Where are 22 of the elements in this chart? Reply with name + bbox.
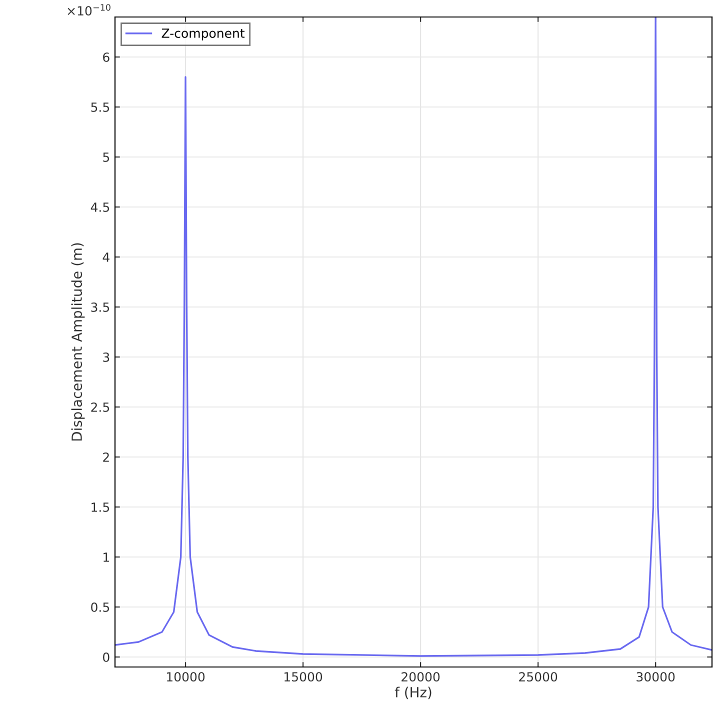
y-tick-label: 3.5	[91, 302, 110, 312]
y-tick-label: 0.5	[91, 602, 110, 612]
y-tick-label: 2	[103, 452, 109, 462]
x-tick-label: 10000	[167, 672, 205, 682]
y-tick-label: 6	[103, 52, 110, 62]
x-tick-label: 15000	[284, 672, 322, 682]
x-tick-label: 30000	[636, 672, 675, 682]
y-tick-label: 5	[103, 152, 110, 162]
y-tick-label: 1.5	[92, 502, 110, 512]
x-axis-title: f (Hz)	[394, 686, 432, 700]
y-tick-label: 4.5	[90, 202, 110, 212]
x-tick-label: 20000	[402, 672, 440, 682]
y-axis-title: Displacement Amplitude (m)	[71, 243, 85, 441]
y-tick-label: 2.5	[91, 402, 110, 412]
y-tick-label: 3	[103, 352, 110, 362]
y-tick-label: 0	[103, 652, 110, 662]
y-tick-label: 1	[104, 552, 109, 562]
x-tick-label: 25000	[519, 672, 558, 682]
text: ×10$^{−10}$	[68, 4, 110, 16]
y-tick-label: 4	[102, 252, 110, 262]
legend-label: Z-component	[162, 28, 245, 40]
y-tick-label: 5.5	[91, 102, 110, 112]
